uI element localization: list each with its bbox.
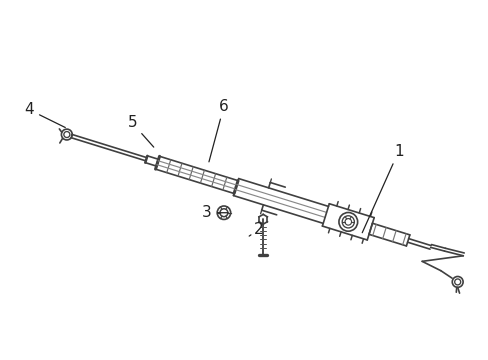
Text: 5: 5 — [127, 116, 153, 147]
Text: 3: 3 — [202, 205, 228, 220]
Text: 4: 4 — [24, 102, 65, 127]
Text: 6: 6 — [208, 99, 228, 162]
Text: 2: 2 — [249, 222, 263, 237]
Text: 1: 1 — [362, 144, 403, 233]
